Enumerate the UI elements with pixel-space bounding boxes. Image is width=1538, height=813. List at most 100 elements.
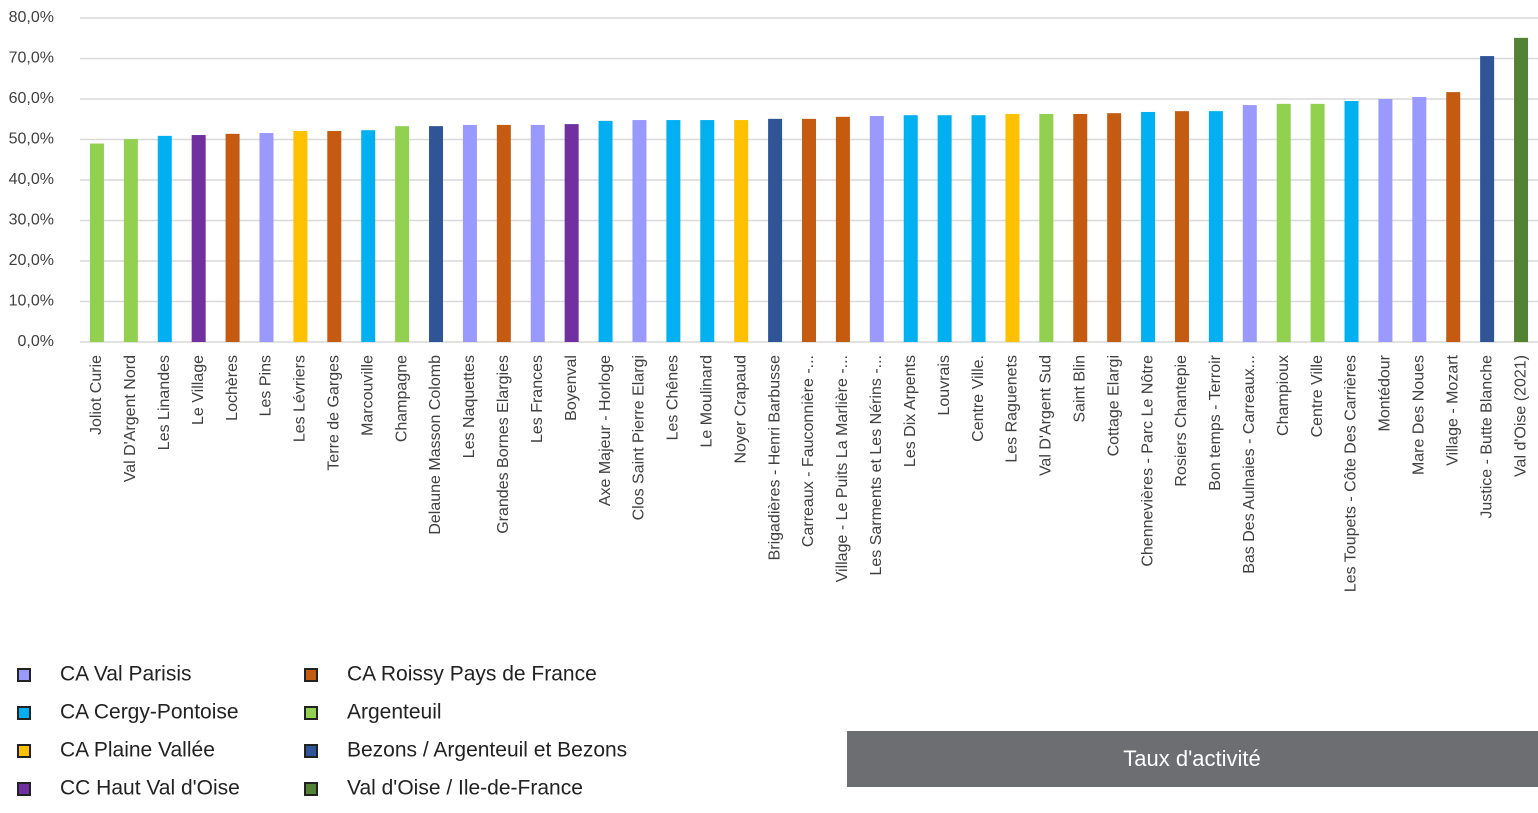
bar — [1344, 101, 1359, 343]
bar — [395, 126, 410, 342]
bar — [632, 120, 647, 342]
bar — [734, 120, 749, 342]
x-tick-label: Bon temps - Terroir — [1207, 354, 1224, 490]
x-tick-label: Les Chênes — [665, 355, 682, 440]
x-tick-label: Montédour — [1377, 354, 1394, 431]
x-tick-label: Noyer Crapaud — [732, 355, 749, 464]
bar — [869, 116, 884, 342]
title-box — [847, 731, 1538, 787]
bar — [564, 124, 579, 342]
legend-label: Bezons / Argenteuil et Bezons — [347, 739, 627, 762]
x-tick-label: Val D'Argent Nord — [122, 355, 139, 482]
x-tick-label: Le Village — [190, 355, 207, 425]
bar — [802, 118, 816, 342]
bar — [157, 135, 172, 342]
legend-swatch — [17, 782, 31, 796]
bar — [1412, 96, 1427, 342]
legend-label: Val d'Oise / Ile-de-France — [347, 777, 583, 800]
x-tick-label: Chennevières - Parc Le Nôtre — [1139, 355, 1156, 567]
x-tick-label: Cottage Elargi — [1105, 355, 1122, 456]
x-tick-label: Centre Ville. — [970, 355, 987, 442]
x-tick-label: Les Linandes — [156, 355, 173, 450]
x-tick-label: Brigadières - Henri Barbusse — [766, 355, 783, 561]
bar — [89, 143, 104, 342]
y-tick-label: 50,0% — [9, 131, 54, 148]
x-tick-label: Bas Des Aulnaies - Carreaux... — [1241, 355, 1258, 574]
x-tick-label: Mare Des Noues — [1411, 355, 1428, 475]
x-tick-label: Champioux — [1275, 355, 1292, 436]
legend-label: Argenteuil — [347, 701, 442, 724]
x-tick-label: Les Frances — [529, 355, 546, 443]
bar — [700, 120, 715, 342]
bar — [191, 135, 206, 342]
x-tick-label: Rosiers Chantepie — [1173, 355, 1190, 487]
bar — [903, 115, 918, 342]
x-tick-label: Grandes Bornes Elargies — [495, 355, 512, 534]
x-tick-label: Val D'Argent Sud — [1038, 355, 1055, 476]
x-tick-label: Carreaux - Fauconnière -... — [800, 355, 817, 547]
x-tick-label: Village - Mozart — [1444, 354, 1461, 465]
legend-swatch — [304, 706, 318, 720]
x-tick-label: Les Sarments et Les Nérins -... — [868, 355, 885, 576]
y-tick-label: 40,0% — [9, 171, 54, 188]
bar — [666, 120, 681, 342]
bar — [530, 124, 545, 342]
legend-label: CA Plaine Vallée — [60, 739, 215, 762]
bar — [1446, 92, 1461, 343]
legend-swatch — [17, 744, 31, 758]
bar — [1480, 56, 1495, 342]
legend-label: CA Val Parisis — [60, 663, 192, 686]
x-tick-label: Clos Saint Pierre Elargi — [631, 355, 648, 520]
y-tick-label: 70,0% — [9, 50, 54, 67]
chart-title: Taux d'activité — [1123, 746, 1261, 771]
bar — [293, 130, 308, 342]
x-tick-label: Terre de Garges — [326, 355, 343, 471]
bar — [835, 116, 850, 342]
bar — [1514, 37, 1529, 342]
bar — [1276, 103, 1291, 342]
x-tick-label: Lochères — [224, 355, 241, 421]
x-tick-label: Les Toupets - Côte Des Carrières — [1343, 355, 1360, 592]
x-tick-label: Les Lévriers — [292, 355, 309, 442]
x-tick-label: Val d'Oise (2021) — [1512, 355, 1529, 477]
bar — [768, 118, 783, 342]
bar — [429, 126, 444, 342]
x-tick-label: Louvrais — [936, 355, 953, 415]
y-tick-label: 80,0% — [9, 9, 54, 26]
legend-label: CC Haut Val d'Oise — [60, 777, 240, 800]
x-tick-label: Saint Blin — [1071, 355, 1088, 423]
legend-swatch — [304, 782, 318, 796]
legend-swatch — [304, 744, 318, 758]
legend-swatch — [304, 668, 318, 682]
bar — [1174, 111, 1189, 343]
y-tick-label: 60,0% — [9, 90, 54, 107]
bar — [462, 124, 477, 342]
x-tick-label: Delaune Masson Colomb — [427, 355, 444, 535]
bar — [123, 139, 138, 342]
x-tick-label: Boyenval — [563, 355, 580, 421]
x-tick-label: Centre Ville — [1309, 355, 1326, 438]
x-tick-label: Champagne — [393, 355, 410, 442]
legend-label: CA Roissy Pays de France — [347, 663, 597, 686]
bar — [1073, 113, 1088, 342]
x-tick-label: Les Raguenets — [1004, 355, 1021, 463]
x-tick-label: Village - Le Puits La Marlière -... — [834, 355, 851, 582]
x-tick-label: Axe Majeur - Horloge — [597, 355, 614, 506]
legend-swatch — [17, 706, 31, 720]
bar — [971, 115, 986, 342]
y-tick-label: 20,0% — [9, 252, 54, 269]
bar — [496, 124, 511, 342]
bar — [1005, 113, 1020, 342]
bar — [937, 115, 952, 342]
x-tick-label: Les Dix Arpents — [902, 355, 919, 467]
bar — [1242, 105, 1257, 342]
legend-swatch — [17, 668, 31, 682]
bar — [259, 133, 274, 342]
bar — [1208, 111, 1223, 343]
bar — [598, 120, 613, 343]
bar — [1378, 99, 1393, 342]
y-tick-label: 30,0% — [9, 212, 54, 229]
y-tick-label: 0,0% — [18, 333, 54, 350]
x-tick-label: Les Pins — [258, 355, 275, 416]
